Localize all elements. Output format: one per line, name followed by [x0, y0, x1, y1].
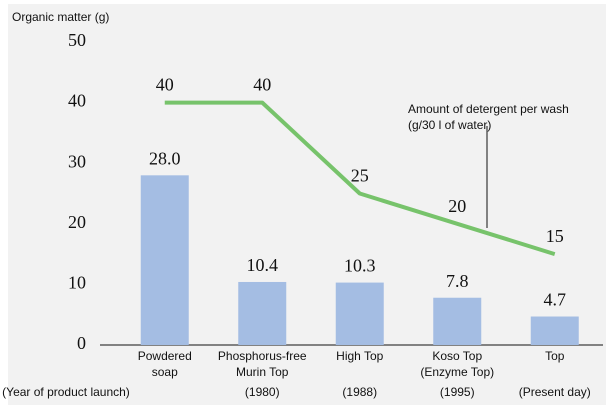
bar — [335, 282, 384, 345]
x-axis-label: (Year of product launch) — [2, 385, 130, 399]
line — [164, 100, 556, 257]
year-label: (1988) — [342, 385, 377, 399]
line-value-label: 25 — [351, 166, 369, 186]
y-tick-label: 40 — [68, 91, 86, 111]
bar-value-label: 7.8 — [446, 271, 469, 291]
y-axis-label: Organic matter (g) — [12, 10, 109, 24]
year-label: (1980) — [245, 385, 280, 399]
x-tick-label: (Enzyme Top) — [420, 365, 494, 379]
line-value-label: 40 — [156, 75, 174, 95]
y-tick-label: 10 — [68, 273, 86, 293]
line-value-label: 40 — [253, 75, 271, 95]
background — [8, 4, 606, 405]
x-tick-label: Powdered — [138, 349, 192, 363]
bar-value-label: 10.4 — [247, 255, 279, 275]
line-annotation: (g/30 l of water) — [408, 118, 491, 132]
x-tick-label: High Top — [336, 349, 383, 363]
bar — [238, 281, 287, 345]
bar — [530, 316, 579, 345]
x-tick-label: Murin Top — [236, 365, 289, 379]
line-value-label: 20 — [448, 196, 466, 216]
x-tick-label: Top — [545, 349, 565, 363]
x-tick-label: soap — [152, 365, 178, 379]
y-tick-label: 50 — [68, 30, 86, 50]
x-tick-label: Phosphorus-free — [218, 349, 307, 363]
y-tick-label: 20 — [68, 212, 86, 232]
line-value-label: 15 — [546, 226, 564, 246]
bar — [433, 297, 482, 345]
x-tick-label: Koso Top — [432, 349, 482, 363]
line-annotation: Amount of detergent per wash — [408, 102, 569, 116]
bar-value-label: 10.3 — [344, 256, 376, 276]
year-label: (1995) — [440, 385, 475, 399]
bar-value-label: 4.7 — [544, 290, 567, 310]
bar-value-label: 28.0 — [149, 148, 181, 168]
y-tick-label: 30 — [68, 151, 86, 171]
y-tick-label: 0 — [77, 333, 86, 353]
bar — [140, 175, 189, 345]
year-label: (Present day) — [519, 385, 591, 399]
